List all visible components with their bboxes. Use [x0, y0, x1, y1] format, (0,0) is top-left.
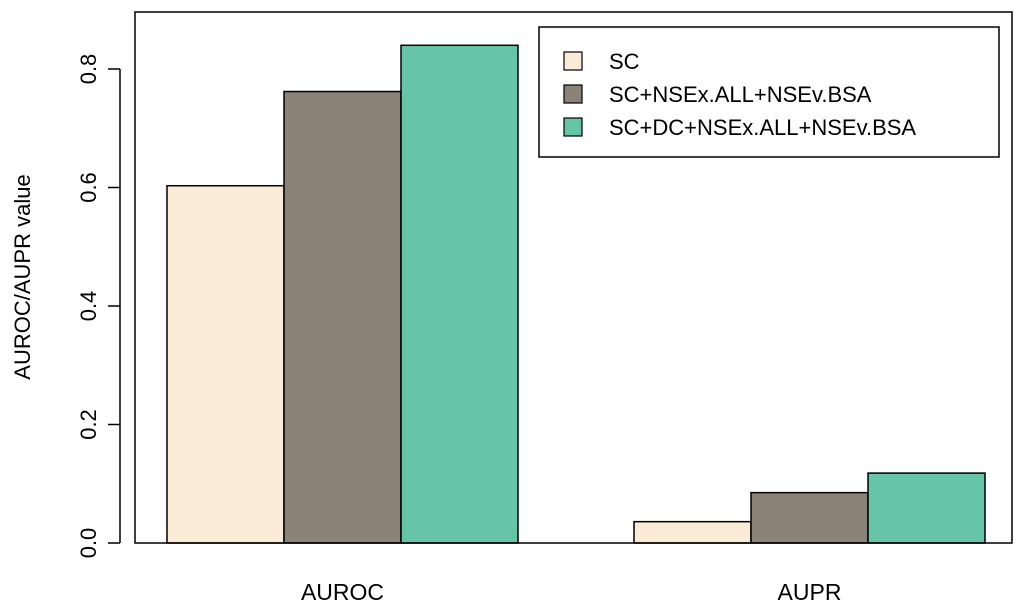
x-tick-label-auroc: AUROC: [301, 579, 384, 605]
legend-swatch-2: [563, 84, 583, 104]
y-tick-label: 0.2: [76, 409, 101, 440]
bar-aupr-series-3: [867, 472, 986, 544]
x-tick-label-aupr: AUPR: [778, 579, 842, 605]
y-tick-label: 0.8: [76, 54, 101, 85]
x-axis: AUROC AUPR: [301, 579, 841, 605]
legend: SC SC+NSEx.ALL+NSEv.BSA SC+DC+NSEx.ALL+NSE…: [538, 26, 1000, 158]
legend-label-1: SC: [609, 49, 640, 74]
legend-swatch-1: [563, 51, 583, 71]
bar-auroc-series-2: [283, 90, 402, 544]
y-axis-label: AUROC/AUPR value: [10, 174, 35, 379]
legend-label-2: SC+NSEx.ALL+NSEv.BSA: [609, 82, 872, 107]
y-axis: 0.0 0.2 0.4 0.6 0.8: [76, 54, 121, 559]
bar-auroc-series-3: [400, 44, 519, 544]
legend-label-3: SC+DC+NSEx.ALL+NSEv.BSA: [609, 115, 916, 140]
bar-aupr-series-1: [633, 520, 752, 544]
y-tick-label: 0.4: [76, 291, 101, 322]
plot-frame: [134, 11, 1013, 544]
bar-auroc-series-1: [166, 184, 285, 544]
bar-aupr-series-2: [750, 491, 869, 544]
legend-swatch-3: [563, 117, 583, 137]
bars-layer: [166, 44, 986, 544]
y-tick-label: 0.6: [76, 172, 101, 203]
y-tick-label: 0.0: [76, 528, 101, 559]
legend-box: [538, 26, 1000, 158]
